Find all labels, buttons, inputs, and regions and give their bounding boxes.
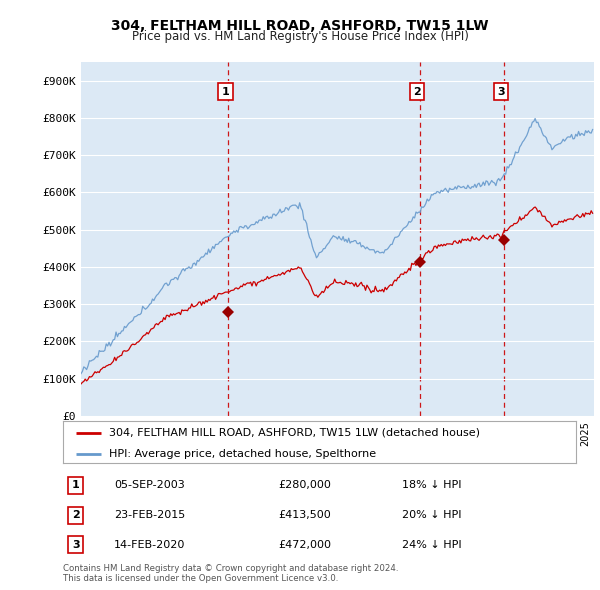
- Text: 1: 1: [72, 480, 80, 490]
- Text: 1: 1: [222, 87, 230, 97]
- Text: £472,000: £472,000: [278, 540, 331, 550]
- Text: 2: 2: [72, 510, 80, 520]
- Text: 14-FEB-2020: 14-FEB-2020: [115, 540, 185, 550]
- Text: Contains HM Land Registry data © Crown copyright and database right 2024.
This d: Contains HM Land Registry data © Crown c…: [63, 564, 398, 584]
- Text: HPI: Average price, detached house, Spelthorne: HPI: Average price, detached house, Spel…: [109, 449, 376, 459]
- Text: £413,500: £413,500: [278, 510, 331, 520]
- Text: 20% ↓ HPI: 20% ↓ HPI: [401, 510, 461, 520]
- Text: 23-FEB-2015: 23-FEB-2015: [115, 510, 185, 520]
- Text: 304, FELTHAM HILL ROAD, ASHFORD, TW15 1LW: 304, FELTHAM HILL ROAD, ASHFORD, TW15 1L…: [111, 19, 489, 33]
- Text: 3: 3: [72, 540, 80, 550]
- Text: 24% ↓ HPI: 24% ↓ HPI: [401, 540, 461, 550]
- Text: 3: 3: [497, 87, 505, 97]
- Text: 2: 2: [413, 87, 421, 97]
- Text: £280,000: £280,000: [278, 480, 331, 490]
- Text: 304, FELTHAM HILL ROAD, ASHFORD, TW15 1LW (detached house): 304, FELTHAM HILL ROAD, ASHFORD, TW15 1L…: [109, 428, 480, 438]
- Text: Price paid vs. HM Land Registry's House Price Index (HPI): Price paid vs. HM Land Registry's House …: [131, 30, 469, 43]
- Text: 05-SEP-2003: 05-SEP-2003: [115, 480, 185, 490]
- Text: 18% ↓ HPI: 18% ↓ HPI: [401, 480, 461, 490]
